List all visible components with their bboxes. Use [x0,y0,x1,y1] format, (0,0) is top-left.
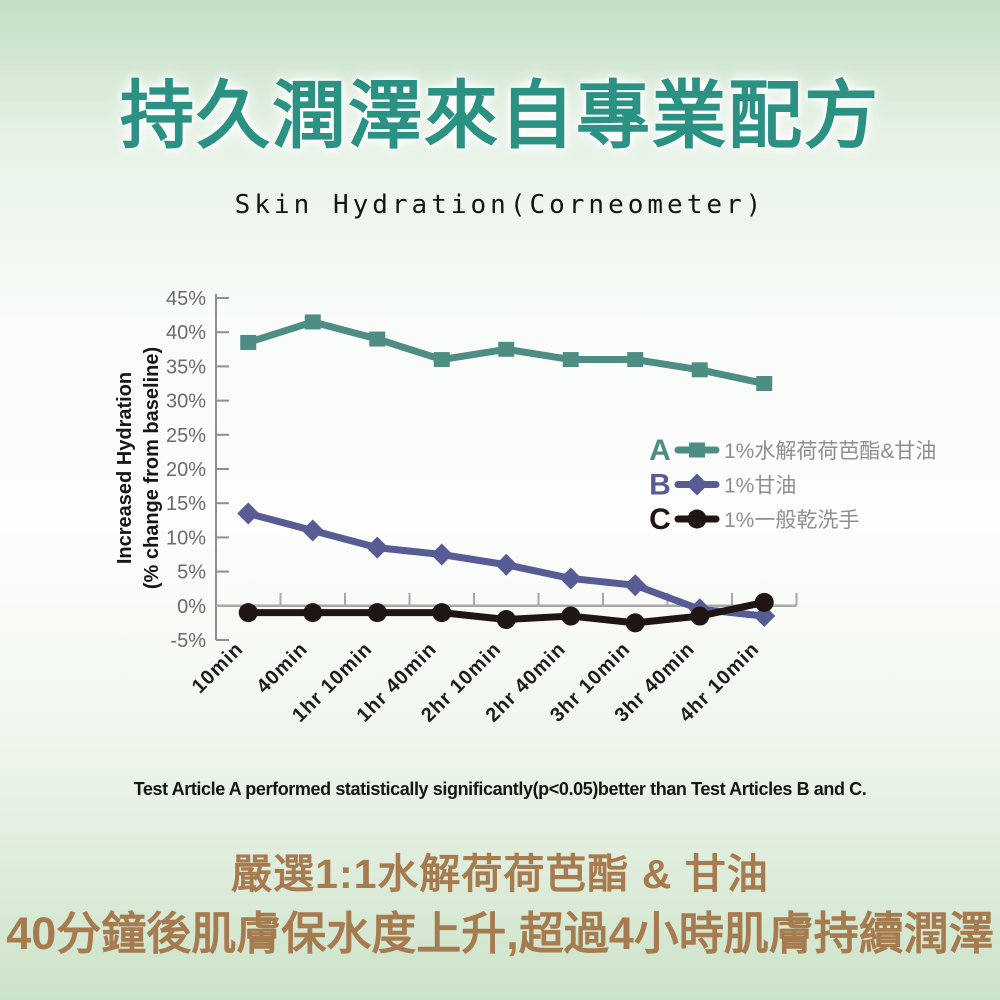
series-B-marker [495,553,518,576]
claim-line-1: 嚴選1:1水解荷荷芭酯 & 甘油 [231,851,769,897]
series-B-marker [753,605,776,628]
series-A-marker [369,331,386,347]
legend-label-B: 1%甘油 [724,475,796,498]
series-A-marker [627,352,644,368]
y-tick-label: 5% [177,562,206,584]
series-B-marker [237,502,260,525]
series-A-marker [498,341,515,357]
series-A-marker [240,334,257,350]
y-axis-title-line1: Increased Hydration [114,372,136,564]
series-B [237,502,776,628]
legend-key-A: A [649,434,671,467]
x-category-label: 40min [252,638,312,698]
series-C-marker [367,603,387,623]
series-C [238,592,774,633]
legend: A 1%水解荷荷芭酯&甘油 B 1%甘油 C 1%一般乾洗手 [649,434,936,536]
series-C-marker [754,592,774,612]
legend-key-C: C [649,503,671,536]
series-A-marker [756,376,773,391]
y-tick-label: 25% [166,425,206,447]
claim-line-2: 40分鐘後肌膚保水度上升,超過4小時肌膚持續潤澤 [6,908,994,959]
y-tick-label: 30% [166,391,206,413]
legend-label-A: 1%水解荷荷芭酯&甘油 [724,440,936,463]
y-tick-label: 15% [166,493,206,515]
legend-marker-B [686,473,708,496]
series-A-marker [562,352,579,368]
series-C-marker [625,613,645,633]
legend-key-B: B [649,469,671,502]
y-tick-label: 35% [166,356,206,378]
y-tick-label: 40% [166,322,206,344]
statistical-footnote: Test Article A performed statistically s… [133,779,867,799]
chart-title: Skin Hydration(Corneometer) [234,190,766,220]
legend-label-C: 1%一般乾洗手 [724,509,859,532]
series-C-marker [561,606,581,626]
y-tick-label: 0% [177,596,206,618]
series-C-marker [496,609,516,629]
series-C-marker [432,603,452,623]
hydration-line-chart: 45% 40% 35% 30% 25% 20% 15% 10% 5% 0% -5% Increased… [114,288,936,727]
series-B-marker [624,574,647,597]
y-tick-label: 45% [166,288,206,310]
series-A-marker [691,362,708,378]
series-A [240,314,773,391]
series-C-marker [238,603,258,623]
series-B-marker [430,543,453,566]
y-tick-label: 10% [166,527,206,549]
series-B-marker [366,536,389,559]
series-C-marker [303,603,323,623]
series-A-marker [433,352,450,368]
series-A-marker [304,314,321,330]
legend-marker-A [689,442,705,458]
series-B-marker [301,519,324,542]
page-title: 持久潤澤來自專業配方 [120,74,880,157]
series-B-marker [559,567,582,590]
series-C-marker [690,606,710,626]
y-tick-label: 20% [166,459,206,481]
legend-marker-C [687,509,707,529]
y-tick-label: -5% [170,630,206,652]
y-axis-title-line2: (% change from baseline) [141,347,163,589]
